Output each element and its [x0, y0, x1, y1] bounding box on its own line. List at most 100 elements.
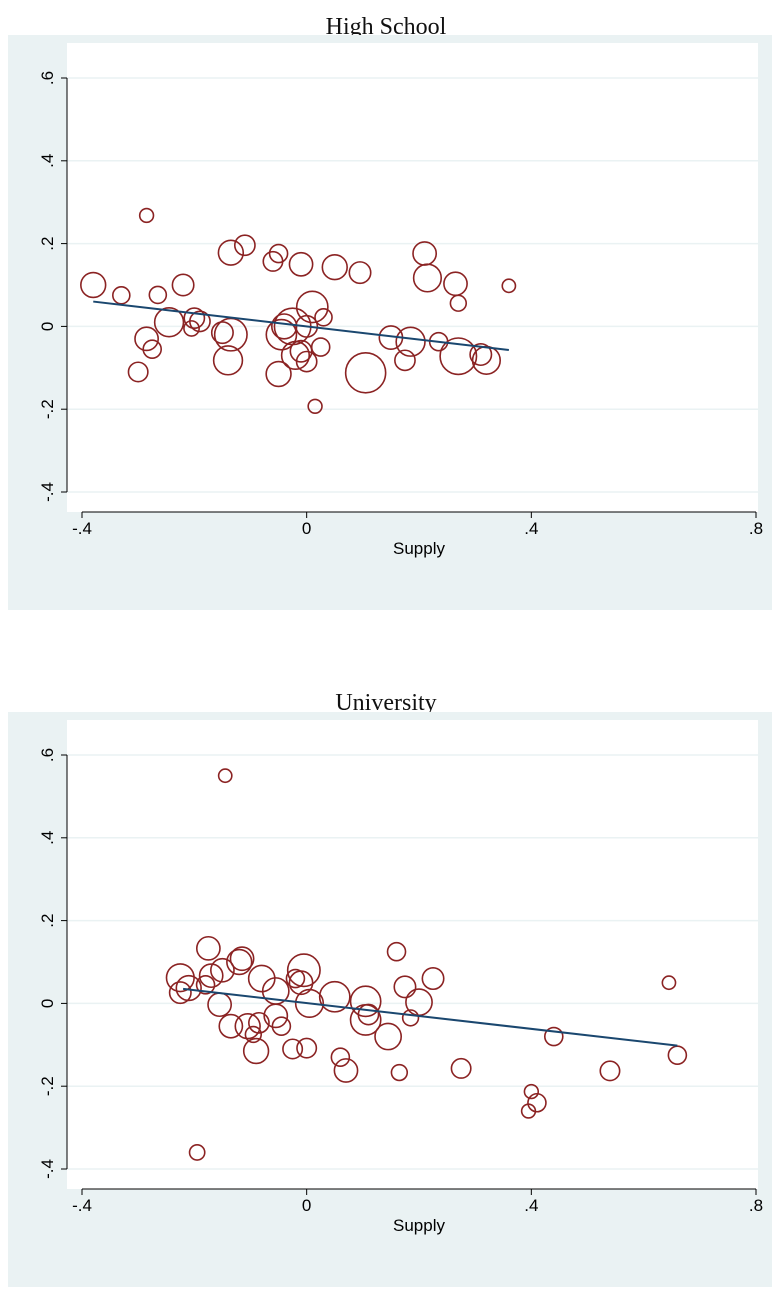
data-point: [218, 1013, 244, 1039]
data-point: [189, 310, 211, 333]
data-point: [349, 985, 382, 1018]
data-point: [294, 988, 325, 1019]
data-point: [288, 251, 314, 277]
y-tick-label-4: .4: [38, 154, 57, 168]
data-point: [314, 307, 333, 327]
data-point: [183, 307, 206, 330]
data-point: [134, 326, 159, 352]
data-point: [310, 337, 331, 357]
data-point: [265, 318, 298, 351]
x-tick-label-2: .4: [524, 519, 538, 538]
data-point: [348, 261, 372, 285]
data-point: [168, 981, 192, 1005]
data-point: [288, 970, 314, 996]
data-point: [268, 243, 289, 264]
y-tick-label-0: -.4: [38, 1159, 57, 1179]
data-point: [289, 339, 313, 363]
data-point: [248, 1011, 270, 1034]
data-point: [171, 273, 195, 297]
data-point: [469, 343, 493, 367]
data-point: [394, 349, 416, 372]
data-point: [229, 946, 255, 972]
data-point: [183, 320, 200, 337]
data-point: [263, 1003, 289, 1029]
x-tick-label-3: .8: [749, 1196, 763, 1215]
data-point: [285, 968, 306, 989]
plot-area: [67, 720, 758, 1189]
x-tick-label-2: .4: [524, 1196, 538, 1215]
data-point: [198, 963, 224, 989]
y-tick-label-2: 0: [38, 322, 57, 331]
y-tick-label-3: .2: [38, 237, 57, 251]
data-point: [543, 1026, 564, 1047]
data-point: [217, 239, 245, 266]
y-tick-label-5: .6: [38, 748, 57, 762]
data-point: [307, 398, 323, 415]
data-point: [242, 1037, 270, 1065]
university-chart: -.4 -.2 0 .2 .4 .6 -.4 0 .4 .8 Supply: [8, 712, 772, 1287]
data-point: [188, 1144, 206, 1161]
data-point: [667, 1045, 688, 1065]
data-point: [661, 975, 677, 991]
data-point: [421, 967, 445, 991]
data-point: [233, 234, 256, 257]
y-tick-label-4: .4: [38, 831, 57, 845]
high-school-chart: -.4 -.2 0 .2 .4 .6 -.4 0 .4 .8 Supply: [8, 35, 772, 610]
data-point: [212, 345, 244, 376]
data-point: [210, 321, 234, 345]
data-point: [412, 263, 443, 293]
data-point: [401, 1009, 420, 1027]
data-point: [210, 957, 235, 983]
x-tick-label-3: .8: [749, 519, 763, 538]
data-point: [217, 768, 233, 784]
y-tick-label-2: 0: [38, 999, 57, 1008]
data-point: [127, 361, 149, 383]
data-point: [439, 337, 478, 376]
y-tick-label-1: -.2: [38, 399, 57, 419]
data-point: [449, 294, 468, 312]
data-point: [265, 360, 292, 388]
plot-area: [67, 43, 758, 512]
data-point: [390, 1063, 409, 1082]
data-point: [599, 1060, 621, 1082]
data-point: [450, 1057, 472, 1079]
data-point: [286, 953, 321, 988]
data-point: [148, 285, 168, 305]
data-point: [195, 935, 221, 961]
fit-line: [182, 987, 678, 1047]
data-point: [393, 975, 417, 999]
data-point: [295, 290, 329, 324]
data-point: [395, 326, 426, 357]
data-point: [295, 350, 318, 373]
x-axis-title: Supply: [393, 539, 445, 558]
data-point: [153, 307, 185, 338]
data-point: [321, 253, 348, 281]
chart-title-university: University: [335, 690, 437, 716]
data-point: [527, 1092, 547, 1113]
data-point: [357, 1003, 380, 1026]
x-tick-label-1: 0: [302, 519, 311, 538]
y-tick-label-3: .2: [38, 914, 57, 928]
data-point: [226, 948, 253, 976]
data-point: [386, 941, 407, 962]
data-point: [80, 271, 107, 299]
data-point: [501, 278, 517, 294]
data-point: [195, 974, 216, 995]
x-tick-label-0: -.4: [72, 1196, 92, 1215]
data-point: [234, 1012, 261, 1040]
y-tick-label-1: -.2: [38, 1076, 57, 1096]
data-point: [282, 1038, 304, 1060]
x-tick-label-1: 0: [302, 1196, 311, 1215]
data-point: [271, 1016, 292, 1036]
data-point: [330, 1047, 351, 1068]
data-point: [333, 1058, 359, 1083]
x-axis-title: Supply: [393, 1216, 445, 1235]
data-point: [318, 980, 351, 1013]
data-point: [295, 314, 319, 338]
y-tick-label-0: -.4: [38, 482, 57, 502]
y-tick-label-5: .6: [38, 71, 57, 85]
data-point: [344, 351, 387, 394]
points-group: [80, 207, 517, 415]
data-point: [142, 339, 163, 359]
data-point: [374, 1022, 403, 1051]
